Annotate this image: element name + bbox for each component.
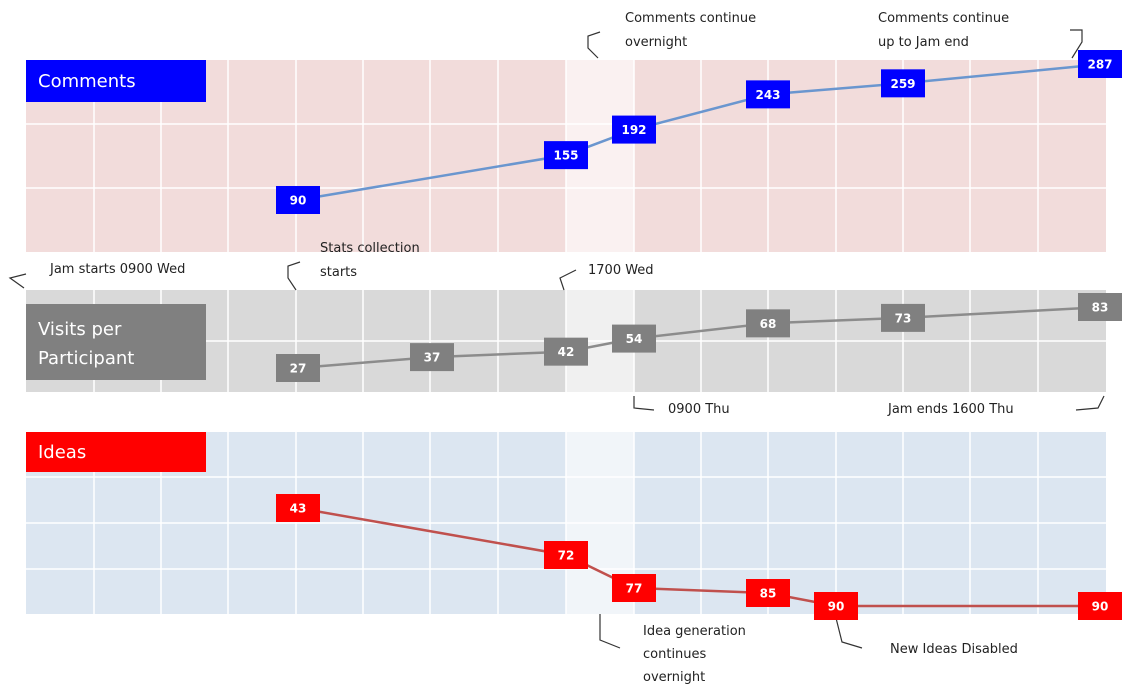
ideas-data-label: 72 xyxy=(558,549,575,563)
ideas-point-4: 90 xyxy=(814,592,858,620)
annotation-stats-start-1: Stats collection xyxy=(320,241,420,256)
annotation-brackets xyxy=(8,29,1105,649)
ideas-point-3: 85 xyxy=(746,579,790,607)
ideas-marker xyxy=(612,574,656,602)
comments-data-label: 243 xyxy=(755,88,780,102)
annotation-ideas-overnight-1: Idea generation xyxy=(643,624,746,639)
comments-data-label: 90 xyxy=(290,194,307,208)
visits-point-4: 68 xyxy=(746,309,790,338)
annotation-ideas-overnight-3: overnight xyxy=(643,670,705,684)
visits-data-label: 73 xyxy=(895,311,912,325)
annotation-comments-overnight-1: Comments continue xyxy=(625,11,756,26)
ideas-data-label: 77 xyxy=(626,582,643,596)
ideas-marker xyxy=(1078,592,1122,620)
visits-marker xyxy=(544,337,588,366)
comments-marker xyxy=(276,186,320,214)
visits-point-5: 73 xyxy=(881,303,925,332)
ideas-title-box: Ideas xyxy=(26,432,206,472)
comments-marker xyxy=(1078,50,1122,78)
annotation-comments-to-end-1: Comments continue xyxy=(878,11,1009,26)
ideas-series-line xyxy=(297,506,1104,608)
ideas-marker xyxy=(544,541,588,569)
comments-point-1: 155 xyxy=(544,141,588,170)
bracket-jam-end xyxy=(1075,395,1105,411)
grid-lines xyxy=(26,60,1106,614)
visits-marker xyxy=(276,354,320,382)
visits-marker xyxy=(410,343,454,372)
bracket-1700-wed xyxy=(559,269,577,291)
annotation-ideas-overnight-2: continues xyxy=(643,647,707,662)
comments-point-2: 192 xyxy=(612,115,656,144)
comments-marker xyxy=(544,141,588,170)
visits-title-box: Visits per Participant xyxy=(26,304,206,380)
ideas-data-label: 90 xyxy=(828,600,845,614)
bracket-ideas-overnight xyxy=(599,614,621,649)
comments-series-line xyxy=(297,62,1105,202)
visits-marker xyxy=(612,324,656,353)
annotation-stats-start-2: starts xyxy=(320,265,357,280)
ideas-title: Ideas xyxy=(38,442,86,463)
visits-title-line-1: Visits per xyxy=(38,319,122,340)
visits-data-label: 68 xyxy=(760,317,777,331)
visits-point-1: 37 xyxy=(410,343,454,372)
visits-marker xyxy=(1078,293,1122,321)
ideas-point-1: 72 xyxy=(544,541,588,569)
bracket-comments-overnight xyxy=(587,31,601,59)
annotation-1700-wed: 1700 Wed xyxy=(588,263,654,278)
comments-title: Comments xyxy=(38,71,136,92)
ideas-point-2: 77 xyxy=(612,574,656,602)
bracket-0900-thu xyxy=(633,396,655,411)
comments-marker xyxy=(746,80,790,109)
comments-data-label: 192 xyxy=(621,123,646,137)
comments-point-5: 287 xyxy=(1078,50,1122,78)
comments-marker xyxy=(881,69,925,98)
comments-data-label: 287 xyxy=(1087,58,1112,72)
visits-point-0: 27 xyxy=(276,354,320,382)
ideas-marker xyxy=(746,579,790,607)
ideas-marker xyxy=(276,494,320,522)
bracket-ideas-disabled xyxy=(835,617,863,649)
comments-data-label: 155 xyxy=(553,149,578,163)
annotation-0900-thu: 0900 Thu xyxy=(668,402,730,417)
visits-data-label: 83 xyxy=(1092,301,1109,315)
visits-marker xyxy=(881,303,925,332)
ideas-point-5: 90 xyxy=(1078,592,1122,620)
ideas-point-0: 43 xyxy=(276,494,320,522)
comments-point-3: 243 xyxy=(746,80,790,109)
ideas-data-label: 43 xyxy=(290,502,307,516)
comments-point-0: 90 xyxy=(276,186,320,214)
bracket-comments-end xyxy=(1070,29,1083,59)
ideas-marker xyxy=(814,592,858,620)
annotation-jam-start: Jam starts 0900 Wed xyxy=(49,262,185,277)
visits-data-label: 37 xyxy=(424,351,441,365)
ideas-data-label: 90 xyxy=(1092,600,1109,614)
visits-data-label: 27 xyxy=(290,362,307,376)
visits-title-line-2: Participant xyxy=(38,348,134,369)
visits-data-label: 54 xyxy=(626,332,643,346)
visits-point-3: 54 xyxy=(612,324,656,353)
visits-data-label: 42 xyxy=(558,345,575,359)
visits-marker xyxy=(746,309,790,338)
visits-point-2: 42 xyxy=(544,337,588,366)
comments-title-box: Comments xyxy=(26,60,206,102)
ideas-data-label: 85 xyxy=(760,587,777,601)
annotation-ideas-disabled: New Ideas Disabled xyxy=(890,642,1018,657)
comments-data-label: 259 xyxy=(890,77,915,91)
comments-marker xyxy=(612,115,656,144)
annotation-comments-overnight-2: overnight xyxy=(625,35,687,50)
comments-point-4: 259 xyxy=(881,69,925,98)
annotation-comments-to-end-2: up to Jam end xyxy=(878,35,969,50)
annotation-jam-end: Jam ends 1600 Thu xyxy=(887,402,1014,417)
bracket-stats-start xyxy=(287,261,301,291)
bracket-jam-start xyxy=(8,273,27,289)
series-layer: 90 155 192 243 259 287 27 37 42 54 68 73 83 43 72 77 85 9… xyxy=(276,50,1122,620)
visits-point-6: 83 xyxy=(1078,293,1122,321)
